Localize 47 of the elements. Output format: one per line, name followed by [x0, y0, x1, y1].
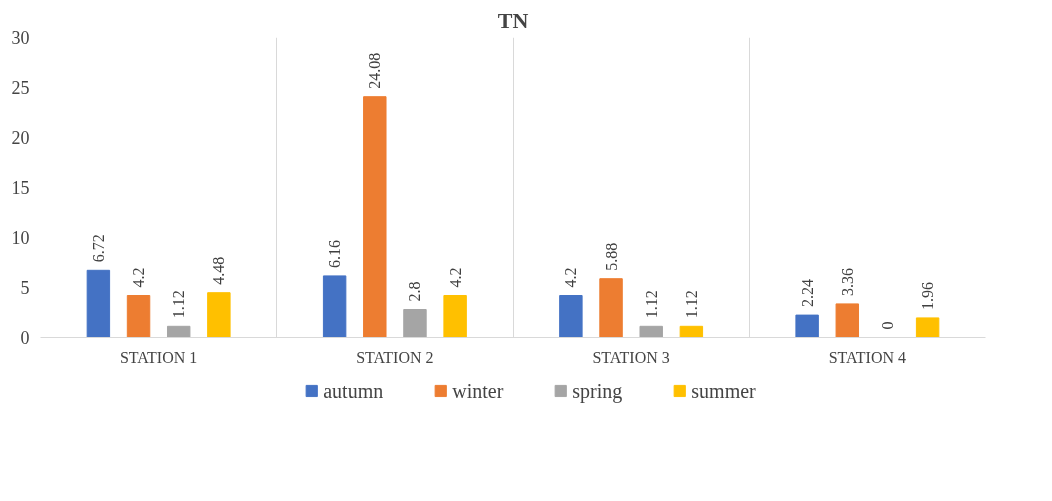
- data-label: 6.16: [326, 239, 344, 268]
- chart-title: TN: [497, 7, 529, 33]
- x-tick-label: STATION 2: [356, 348, 434, 366]
- data-label: 4.2: [130, 267, 148, 288]
- y-tick-label: 25: [11, 78, 30, 98]
- data-label: 0: [878, 321, 896, 330]
- bar: [166, 325, 191, 338]
- bar: [322, 275, 347, 338]
- legend-label: winter: [452, 379, 504, 402]
- data-label: 4.2: [446, 267, 464, 288]
- y-tick-label: 10: [11, 228, 30, 248]
- x-tick-label: STATION 4: [828, 348, 907, 366]
- data-label: 2.24: [798, 279, 816, 308]
- bar: [126, 295, 151, 338]
- data-label: 5.88: [602, 242, 620, 271]
- data-label: 4.2: [562, 267, 580, 288]
- bar: [363, 96, 387, 338]
- bar: [835, 303, 860, 338]
- data-label: 2.8: [406, 281, 424, 302]
- bar: [559, 295, 583, 338]
- data-label: 1.12: [170, 290, 188, 319]
- x-tick-label: STATION 3: [592, 348, 670, 366]
- bar: [639, 325, 663, 338]
- bar: [915, 317, 940, 338]
- data-label: 4.48: [210, 256, 228, 285]
- y-tick-label: 30: [11, 28, 30, 48]
- bar: [403, 309, 427, 338]
- data-label: 3.36: [838, 267, 856, 296]
- legend-label: spring: [572, 379, 623, 402]
- bar: [679, 325, 704, 338]
- legend-label: summer: [691, 379, 756, 402]
- y-tick-label: 15: [11, 178, 30, 198]
- data-label: 1.96: [919, 281, 937, 310]
- data-label: 24.08: [366, 52, 384, 89]
- bar: [599, 278, 623, 338]
- data-label: 6.72: [89, 234, 107, 263]
- y-tick-label: 5: [20, 278, 30, 298]
- data-label: 1.12: [642, 290, 660, 319]
- y-tick-label: 0: [20, 328, 30, 348]
- bar: [86, 269, 111, 338]
- bar: [207, 292, 231, 338]
- data-label: 1.12: [682, 290, 700, 319]
- y-tick-label: 20: [11, 128, 30, 148]
- bar: [443, 295, 467, 338]
- x-tick-label: STATION 1: [119, 348, 198, 366]
- bar: [795, 314, 819, 338]
- legend-label: autumn: [323, 379, 384, 402]
